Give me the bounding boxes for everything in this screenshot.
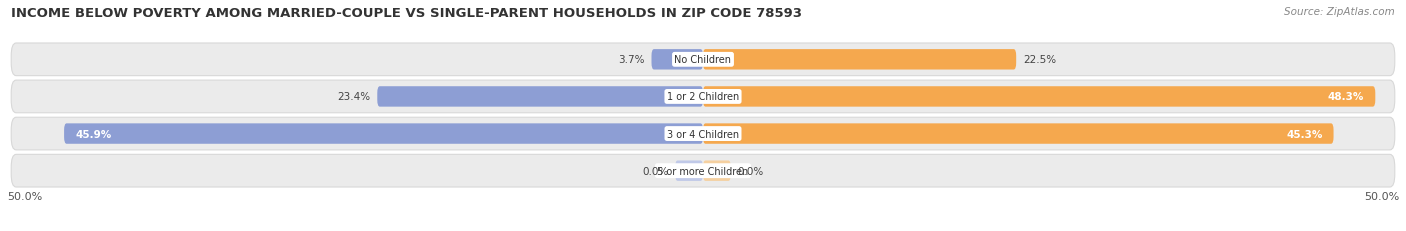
Text: 0.0%: 0.0% [643, 166, 668, 176]
Text: 45.3%: 45.3% [1286, 129, 1323, 139]
FancyBboxPatch shape [703, 124, 1333, 144]
Text: 0.0%: 0.0% [738, 166, 763, 176]
Text: INCOME BELOW POVERTY AMONG MARRIED-COUPLE VS SINGLE-PARENT HOUSEHOLDS IN ZIP COD: INCOME BELOW POVERTY AMONG MARRIED-COUPL… [11, 7, 803, 20]
FancyBboxPatch shape [703, 161, 731, 181]
Text: 23.4%: 23.4% [337, 92, 370, 102]
Text: 50.0%: 50.0% [7, 191, 42, 201]
FancyBboxPatch shape [377, 87, 703, 107]
Text: 3.7%: 3.7% [619, 55, 644, 65]
Text: 22.5%: 22.5% [1024, 55, 1056, 65]
FancyBboxPatch shape [11, 155, 1395, 187]
Text: No Children: No Children [675, 55, 731, 65]
FancyBboxPatch shape [651, 50, 703, 70]
Text: 48.3%: 48.3% [1327, 92, 1364, 102]
Text: 1 or 2 Children: 1 or 2 Children [666, 92, 740, 102]
Text: 3 or 4 Children: 3 or 4 Children [666, 129, 740, 139]
FancyBboxPatch shape [11, 81, 1395, 113]
FancyBboxPatch shape [11, 118, 1395, 150]
Text: 45.9%: 45.9% [76, 129, 111, 139]
FancyBboxPatch shape [65, 124, 703, 144]
Text: 5 or more Children: 5 or more Children [658, 166, 748, 176]
Text: 50.0%: 50.0% [1364, 191, 1399, 201]
FancyBboxPatch shape [11, 44, 1395, 76]
FancyBboxPatch shape [703, 50, 1017, 70]
Text: Source: ZipAtlas.com: Source: ZipAtlas.com [1284, 7, 1395, 17]
FancyBboxPatch shape [675, 161, 703, 181]
FancyBboxPatch shape [703, 87, 1375, 107]
